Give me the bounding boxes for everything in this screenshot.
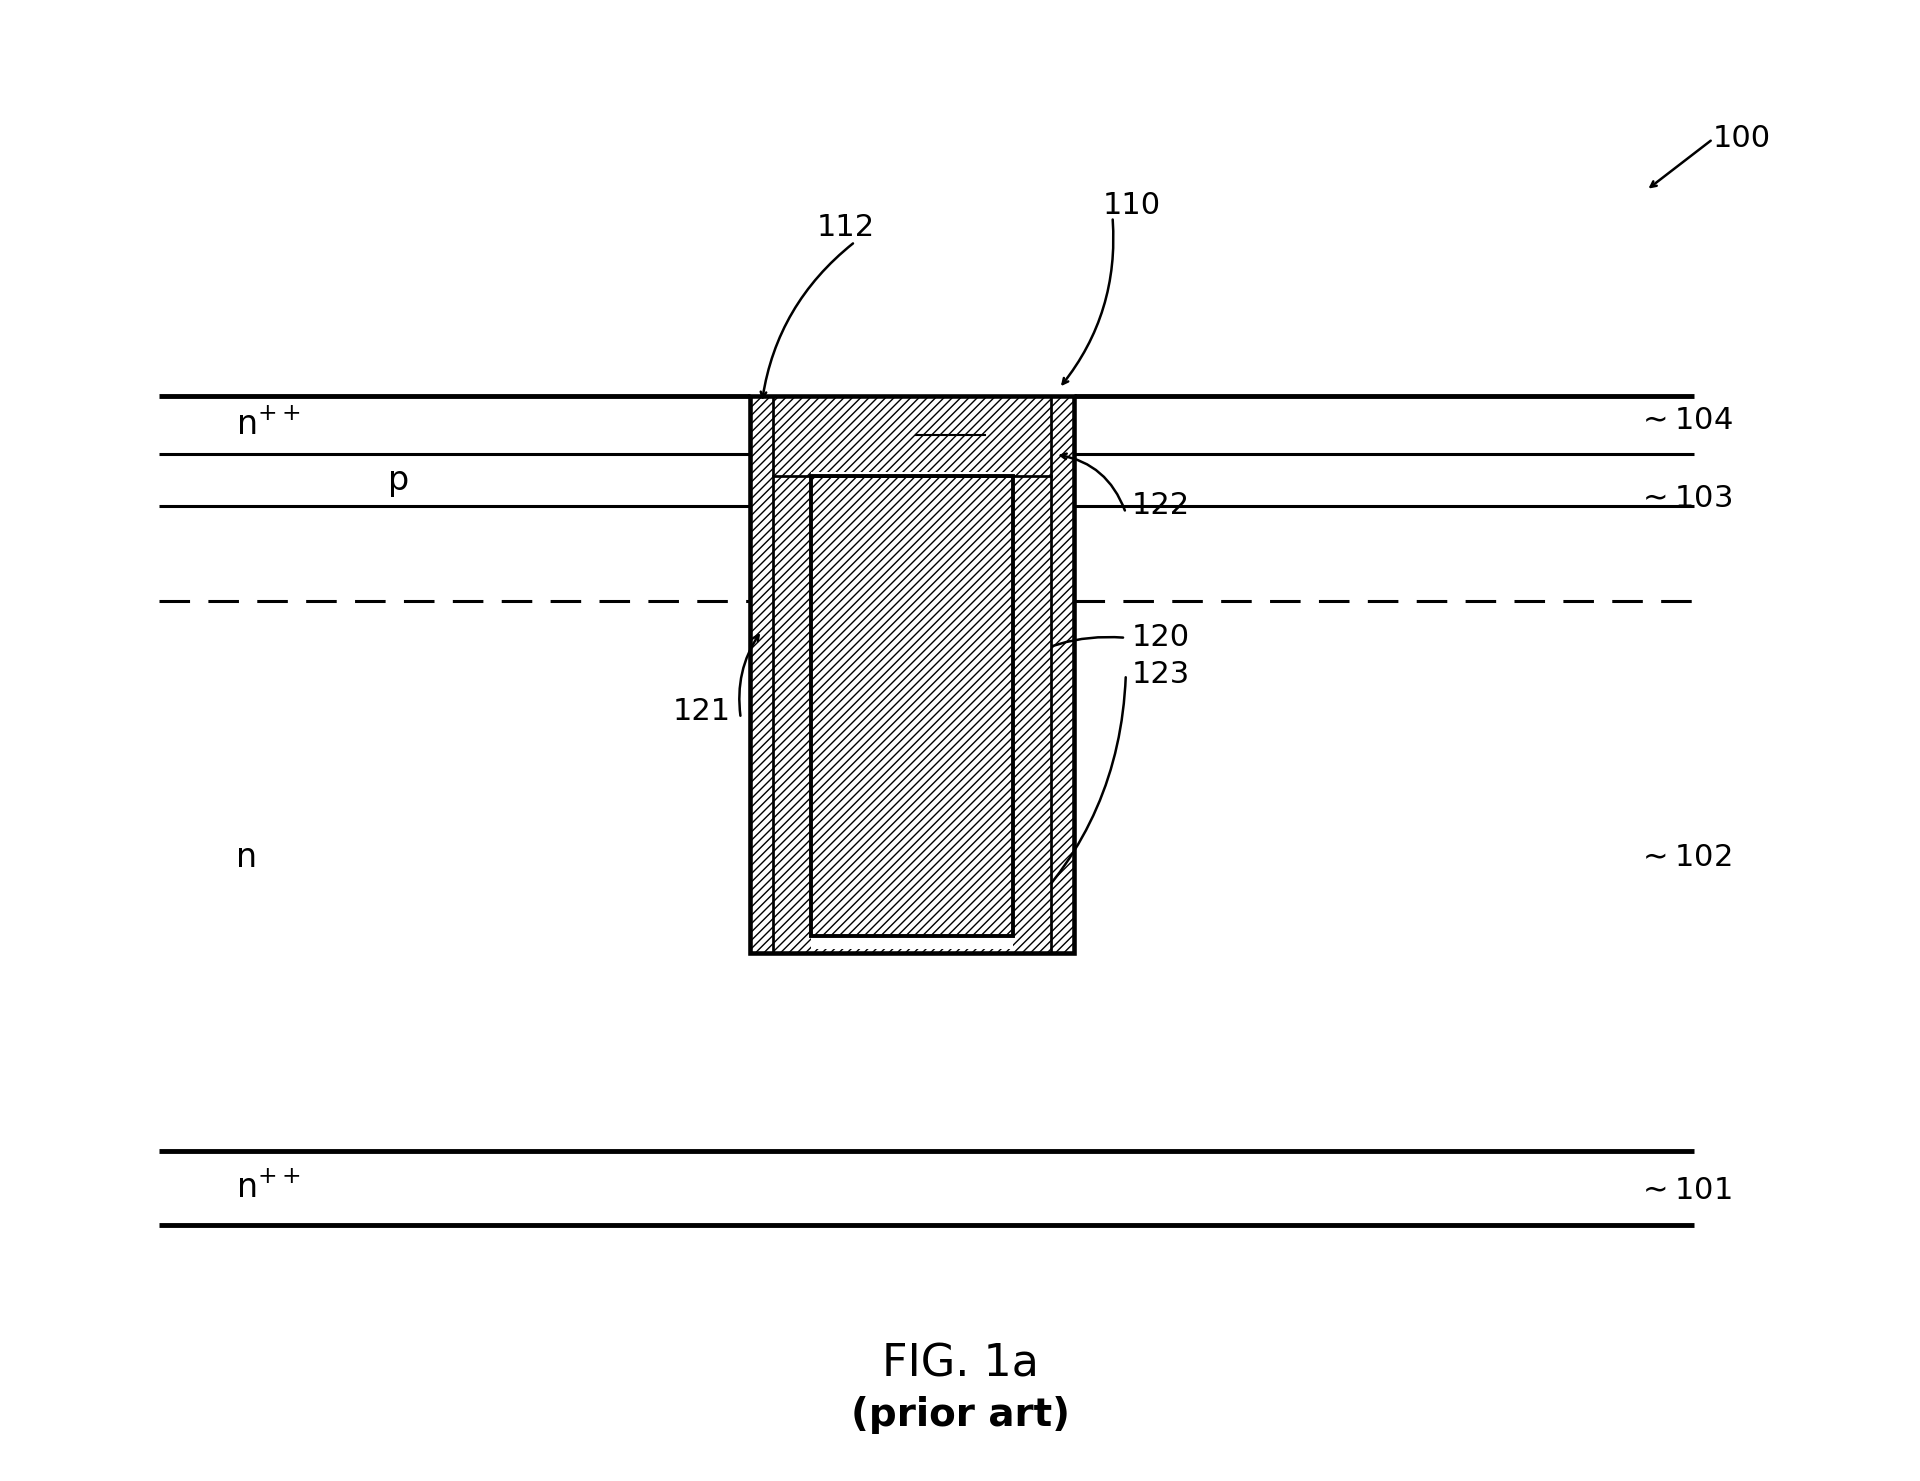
Bar [812,395,1014,472]
Text: 122: 122 [1131,492,1190,520]
Text: 111: 111 [922,403,979,432]
Text: $\sim$101: $\sim$101 [1636,1176,1732,1206]
Bar [751,395,1075,954]
Text: (prior art): (prior art) [851,1397,1069,1435]
Bar [812,477,1014,936]
Text: 112: 112 [816,212,876,241]
Text: p: p [388,464,409,496]
Text: $\sim$102: $\sim$102 [1636,843,1732,872]
Text: 121: 121 [674,696,732,726]
Text: n$^{++}$: n$^{++}$ [236,1171,300,1204]
Bar [751,395,1075,954]
Bar [751,395,1075,954]
Text: 120: 120 [1131,624,1190,652]
Text: 100: 100 [1713,124,1770,154]
Text: 110: 110 [1102,191,1162,219]
Bar [1014,395,1052,949]
Text: FIG. 1a: FIG. 1a [881,1342,1039,1386]
Text: n$^{++}$: n$^{++}$ [236,409,300,441]
Text: n: n [236,841,257,874]
Bar [774,395,812,949]
Text: 123: 123 [1131,661,1190,689]
Text: $\sim$104: $\sim$104 [1636,406,1732,435]
Bar [812,477,1014,936]
Text: $\sim$103: $\sim$103 [1636,484,1732,512]
Bar [774,395,1052,949]
